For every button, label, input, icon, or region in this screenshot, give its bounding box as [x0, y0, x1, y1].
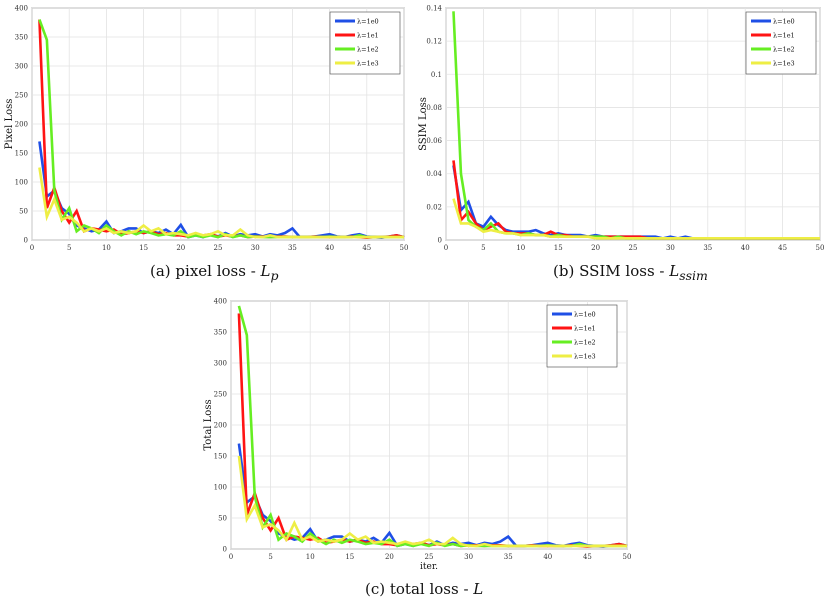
y-tick-label: 0.1 [431, 71, 442, 79]
y-tick-label: 0 [223, 546, 227, 554]
y-tick-label: 0.14 [426, 5, 442, 13]
x-tick-label: 15 [345, 553, 354, 561]
y-tick-label: 0.02 [426, 203, 442, 211]
x-tick-label: 45 [583, 553, 592, 561]
y-tick-label: 250 [214, 391, 227, 399]
chart-panel-3: 0 5 10 15 20 25 30 35 40 45 50 0 50 100 150 200 250 300 35… [203, 298, 631, 573]
x-tick-label: 50 [816, 244, 825, 252]
legend-label: λ=1e2 [574, 339, 596, 347]
x-tick-label: 20 [176, 244, 185, 252]
x-tick-label: 10 [516, 244, 525, 252]
caption-b: (b) SSIM loss - Lssim [553, 262, 708, 283]
y-tick-label: 0 [24, 237, 28, 245]
legend-label: λ=1e1 [357, 32, 379, 40]
y-tick-label: 200 [15, 121, 28, 129]
x-tick-label: 0 [30, 244, 34, 252]
series-line-4 [38, 167, 404, 239]
legend: λ=1e0 λ=1e1 λ=1e2 λ=1e3 [329, 11, 401, 75]
x-tick-label: 5 [268, 553, 272, 561]
x-tick-label: 5 [481, 244, 485, 252]
x-tick-label: 20 [591, 244, 600, 252]
legend-label: λ=1e3 [357, 60, 379, 68]
y-tick-label: 200 [214, 422, 227, 430]
legend-label: λ=1e0 [574, 311, 596, 319]
legend: λ=1e0 λ=1e1 λ=1e2 λ=1e3 [546, 304, 618, 368]
y-tick-label: 50 [19, 208, 28, 216]
x-tick-label: 15 [554, 244, 563, 252]
x-tick-label: 50 [400, 244, 409, 252]
caption-c: (c) total loss - L [365, 580, 484, 598]
legend-label: λ=1e0 [357, 18, 379, 26]
x-tick-label: 10 [306, 553, 315, 561]
y-axis-label: Pixel Loss [4, 99, 15, 150]
legend-label: λ=1e3 [773, 60, 795, 68]
y-tick-label: 0.08 [426, 104, 442, 112]
legend-label: λ=1e2 [357, 46, 379, 54]
y-tick-label: 300 [15, 63, 28, 71]
chart-panel-2: 0 5 10 15 20 25 30 35 40 45 50 0 0.02 0.04 0.06 0.08 0.1… [418, 5, 824, 253]
x-tick-label: 25 [425, 553, 434, 561]
y-tick-label: 150 [214, 453, 227, 461]
x-tick-label: 30 [666, 244, 675, 252]
legend-label: λ=1e3 [574, 353, 596, 361]
legend: λ=1e0 λ=1e1 λ=1e2 λ=1e3 [745, 11, 817, 75]
y-tick-label: 350 [214, 329, 227, 337]
y-tick-label: 350 [15, 34, 28, 42]
chart-panel-1: 0 5 10 15 20 25 30 35 40 45 50 0 50 100 150 200 250 300 35… [4, 5, 408, 253]
y-tick-label: 300 [214, 360, 227, 368]
y-tick-label: 150 [15, 150, 28, 158]
x-tick-label: 0 [444, 244, 448, 252]
y-tick-label: 100 [214, 484, 227, 492]
x-tick-label: 45 [362, 244, 371, 252]
y-tick-label: 0.04 [426, 170, 442, 178]
series-line-4 [452, 198, 820, 240]
series-line-4 [237, 455, 627, 548]
x-tick-label: 35 [703, 244, 712, 252]
x-tick-label: 30 [251, 244, 260, 252]
y-tick-label: 100 [15, 179, 28, 187]
y-tick-label: 0.06 [426, 137, 442, 145]
y-tick-label: 50 [218, 515, 227, 523]
y-tick-label: 400 [214, 298, 227, 306]
legend-label: λ=1e2 [773, 46, 795, 54]
y-axis-label: SSIM Loss [418, 97, 429, 151]
x-tick-label: 35 [504, 553, 513, 561]
x-tick-label: 40 [741, 244, 750, 252]
caption-a: (a) pixel loss - Lp [150, 262, 279, 283]
legend-label: λ=1e1 [773, 32, 795, 40]
x-tick-label: 20 [385, 553, 394, 561]
x-tick-label: 25 [214, 244, 223, 252]
x-tick-label: 50 [623, 553, 632, 561]
x-tick-label: 0 [229, 553, 233, 561]
x-tick-label: 30 [464, 553, 473, 561]
legend-label: λ=1e1 [574, 325, 596, 333]
y-tick-label: 0.12 [426, 38, 442, 46]
y-tick-label: 0 [438, 237, 442, 245]
x-tick-label: 25 [629, 244, 638, 252]
y-axis-label: Total Loss [203, 399, 214, 450]
x-axis-label: iter. [420, 562, 438, 572]
x-tick-label: 40 [325, 244, 334, 252]
x-tick-label: 10 [102, 244, 111, 252]
legend-label: λ=1e0 [773, 18, 795, 26]
x-tick-label: 15 [139, 244, 148, 252]
x-tick-label: 40 [543, 553, 552, 561]
y-tick-label: 250 [15, 92, 28, 100]
y-tick-label: 400 [15, 5, 28, 13]
x-tick-label: 45 [778, 244, 787, 252]
x-tick-label: 35 [288, 244, 297, 252]
x-tick-label: 5 [67, 244, 71, 252]
